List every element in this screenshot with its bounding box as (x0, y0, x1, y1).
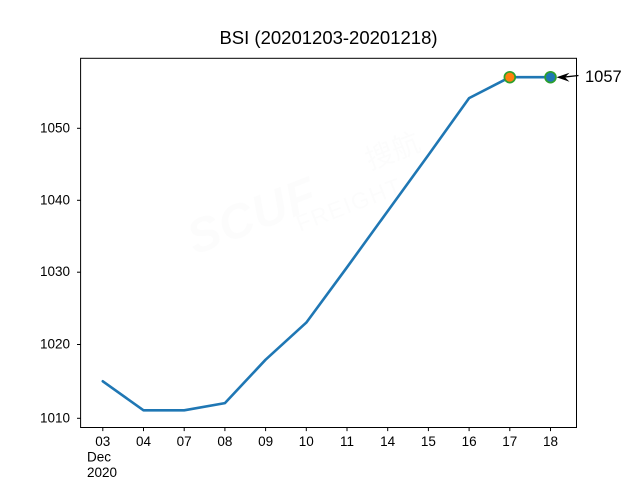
svg-text:1057: 1057 (585, 68, 622, 86)
svg-text:1030: 1030 (40, 264, 70, 279)
svg-text:17: 17 (502, 434, 517, 449)
svg-text:1040: 1040 (40, 192, 70, 207)
svg-text:10: 10 (299, 434, 314, 449)
svg-text:1050: 1050 (40, 120, 70, 135)
svg-text:09: 09 (258, 434, 273, 449)
svg-text:08: 08 (217, 434, 232, 449)
svg-text:2020: 2020 (87, 465, 117, 480)
svg-text:03: 03 (95, 434, 110, 449)
svg-text:1020: 1020 (40, 337, 70, 352)
svg-text:07: 07 (177, 434, 192, 449)
svg-text:BSI (20201203-20201218): BSI (20201203-20201218) (219, 27, 437, 48)
svg-text:11: 11 (340, 434, 354, 449)
svg-text:1010: 1010 (40, 410, 70, 425)
svg-text:04: 04 (136, 434, 152, 449)
svg-text:15: 15 (421, 434, 436, 449)
svg-text:14: 14 (380, 434, 396, 449)
svg-text:Dec: Dec (87, 450, 111, 465)
svg-text:18: 18 (543, 434, 558, 449)
svg-text:16: 16 (462, 434, 477, 449)
svg-text:搜航: 搜航 (361, 127, 424, 176)
